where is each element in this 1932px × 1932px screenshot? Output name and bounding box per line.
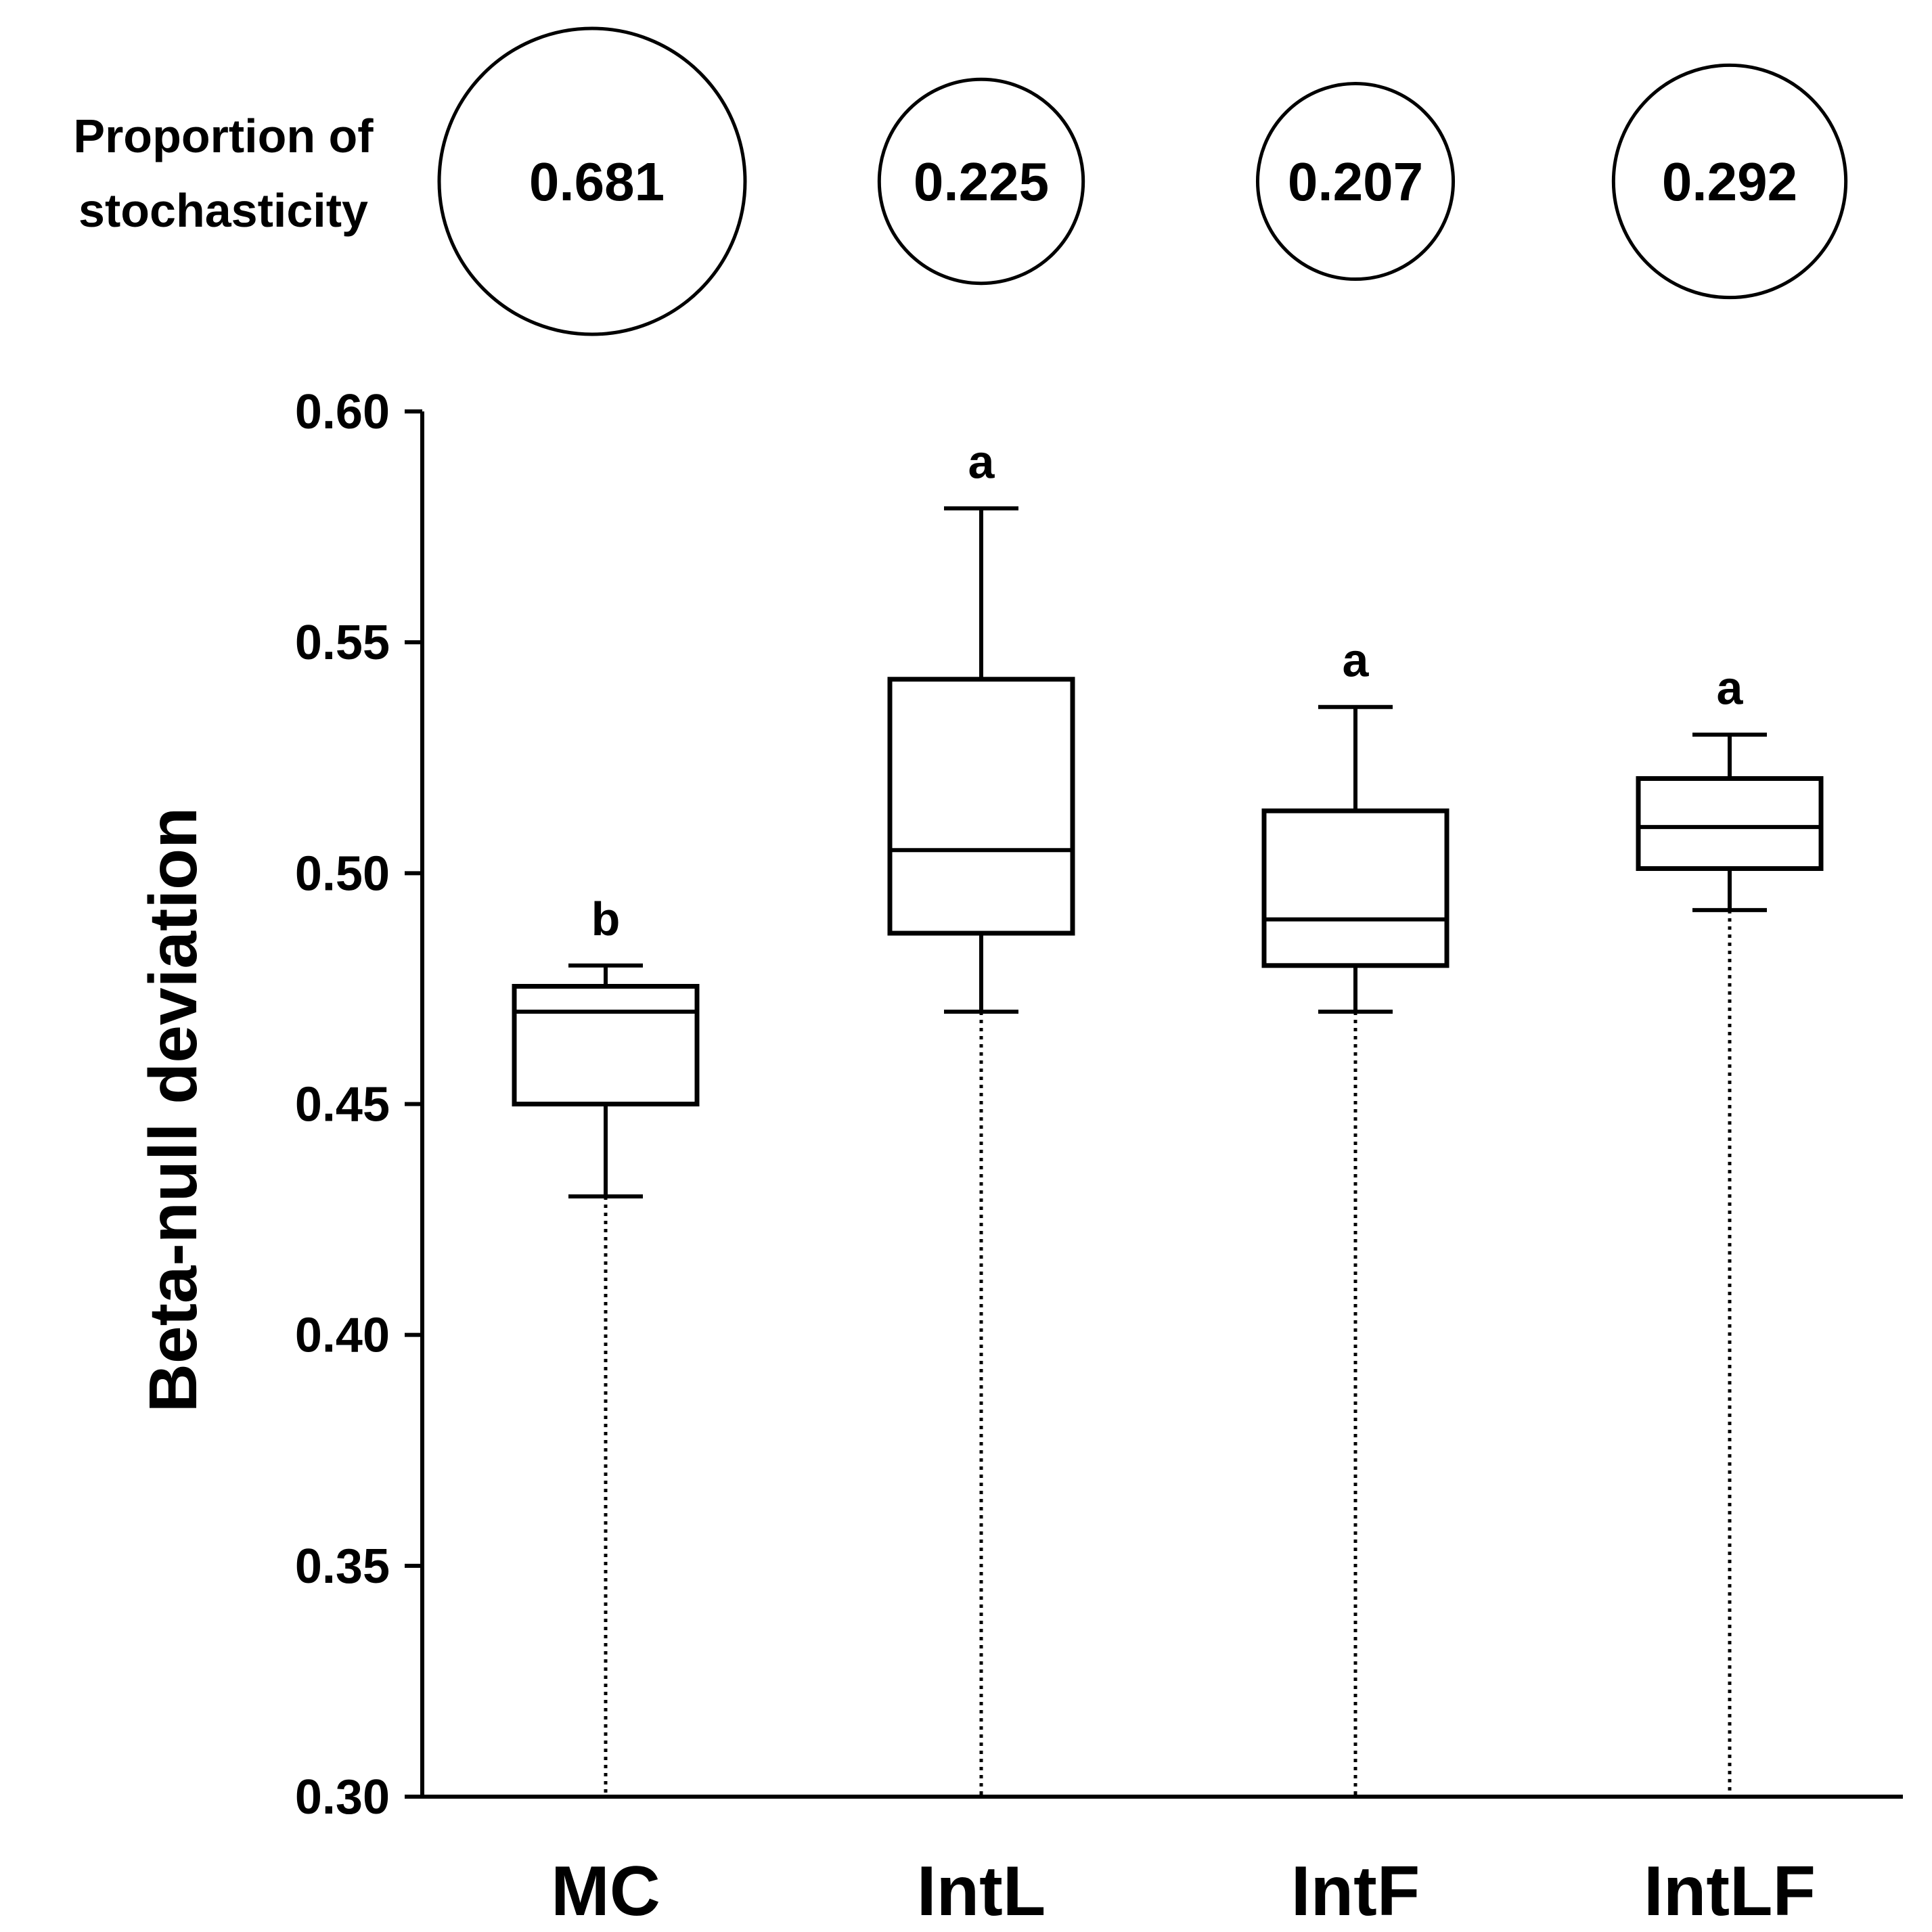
box-intl: a <box>887 435 1075 1797</box>
stochasticity-value: 0.207 <box>1288 152 1423 212</box>
stochasticity-value: 0.225 <box>914 152 1049 212</box>
boxes: b a a a <box>512 435 1824 1797</box>
significance-letter: a <box>1717 662 1744 715</box>
box-mc: b <box>512 893 700 1797</box>
stochasticity-value: 0.681 <box>529 152 665 212</box>
x-tick-labels: MC IntL IntF IntLF <box>551 1852 1816 1931</box>
y-tick-label: 0.55 <box>295 616 390 670</box>
stochasticity-label-line1: Proportion of <box>73 110 374 162</box>
significance-letter: a <box>968 435 995 488</box>
x-tick-label: IntL <box>917 1852 1046 1931</box>
y-axis-label: Beta-null deviation <box>135 807 211 1413</box>
stochasticity-circle <box>1611 63 1848 300</box>
y-tick-label: 0.45 <box>295 1078 390 1132</box>
stochasticity-circle <box>1255 81 1456 282</box>
significance-letter: a <box>1343 634 1370 687</box>
stochasticity-circle <box>877 77 1085 286</box>
iqr-box <box>887 677 1075 936</box>
iqr-box <box>1636 776 1824 872</box>
y-tick-label: 0.35 <box>295 1540 390 1594</box>
x-tick-label: IntF <box>1291 1852 1420 1931</box>
y-ticks: 0.30 0.35 0.40 0.45 0.50 0.55 0.60 <box>295 385 422 1824</box>
x-tick-label: MC <box>551 1852 660 1931</box>
stochasticity-circles: 0.681 0.225 0.207 0.292 <box>437 26 1848 336</box>
y-tick-label: 0.40 <box>295 1309 390 1363</box>
x-tick-label: IntLF <box>1644 1852 1816 1931</box>
iqr-box <box>512 984 700 1106</box>
stochasticity-header: Proportion of stochasticity 0.681 0.225 0.… <box>73 26 1848 336</box>
box-intf: a <box>1261 634 1450 1797</box>
y-tick-label: 0.30 <box>295 1770 390 1824</box>
y-tick-label: 0.50 <box>295 847 390 901</box>
significance-letter: b <box>591 893 621 945</box>
box-intlf: a <box>1636 662 1824 1797</box>
stochasticity-label-line2: stochasticity <box>78 184 368 237</box>
y-tick-label: 0.60 <box>295 385 390 439</box>
stochasticity-value: 0.292 <box>1662 152 1797 212</box>
stochasticity-circle <box>437 26 747 336</box>
iqr-box <box>1261 808 1450 968</box>
